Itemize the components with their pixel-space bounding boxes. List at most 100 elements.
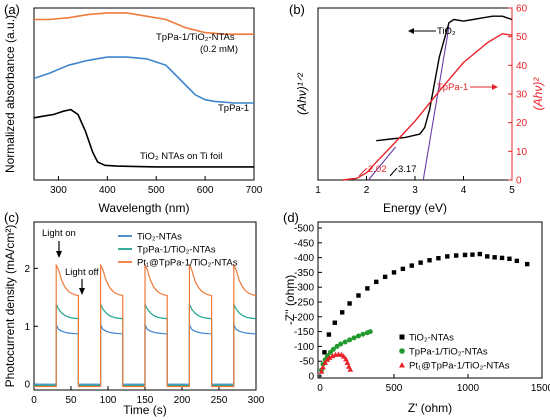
- xtick-a-label-1: 400: [99, 185, 116, 196]
- ytick-d-label-6: -300: [294, 283, 314, 294]
- marker-d-0-15: [445, 254, 450, 259]
- ylabel-b-right: (Ahν)²: [531, 77, 545, 111]
- marker-d-2-11: [344, 359, 351, 365]
- arrowhead-b-tppa: [492, 84, 498, 90]
- series-a: [33, 12, 254, 168]
- legend-d: TiO₂-NTAs TpPa-1/TiO₂-NTAs Pt₁@TpPa-1/TiO₂…: [399, 333, 510, 372]
- xtick-d-label-2: 1000: [457, 383, 480, 394]
- xtick-b-label-4: 5: [509, 185, 515, 196]
- marker-d-0-16: [453, 253, 459, 258]
- marker-d-0-21: [492, 255, 497, 260]
- marker-d-0-5: [356, 293, 361, 298]
- series-d: [318, 251, 530, 374]
- marker-d-2-1: [320, 364, 326, 370]
- ytick-d-label-7: -350: [294, 268, 314, 279]
- xtick-a-label-3: 600: [197, 185, 214, 196]
- legend-d-label-0: TiO₂-NTAs: [409, 333, 454, 344]
- ytick-d-label-5: -250: [294, 298, 314, 309]
- xtick-b-label-2: 3: [412, 185, 418, 196]
- marker-d-1-6: [334, 343, 340, 349]
- series-b-line-0: [376, 15, 513, 142]
- xticks-a: 300 400 500 600 700: [50, 176, 263, 196]
- annot-b-202: 2.02: [368, 164, 387, 175]
- tangent-b-0: [368, 146, 397, 181]
- legend-d-marker-1: [399, 348, 405, 354]
- xtick-c-label-1: 50: [65, 395, 77, 406]
- ytick-d-label-9: -450: [294, 238, 314, 249]
- xlabel-c: Time (s): [123, 403, 167, 417]
- marker-d-2-2: [322, 359, 328, 365]
- ytick-b-right-label-0: 0: [516, 176, 522, 187]
- legend-d-label-2: Pt₁@TpPa-1/TiO₂-NTAs: [409, 361, 510, 372]
- marker-d-0-6: [365, 286, 370, 291]
- panel-c: (c) Photocurrent density (mA/cm²) Time (…: [3, 210, 265, 417]
- arrows-b: [358, 28, 498, 177]
- marker-d-0-20: [485, 254, 490, 259]
- xtick-a-label-0: 300: [50, 185, 67, 196]
- xtick-c-label-2: 100: [100, 395, 117, 406]
- series-c-line-1: [34, 303, 257, 386]
- marker-d-0-2: [332, 320, 337, 325]
- marker-d-1-8: [342, 339, 348, 345]
- marker-d-1-5: [330, 346, 336, 352]
- series-a-line-1: [33, 56, 254, 104]
- pointer-b-317: [389, 167, 398, 177]
- xtick-c-label-4: 200: [174, 395, 191, 406]
- marker-d-0-22: [499, 255, 505, 261]
- label-a-orange: TpPa-1/TiO₂-NTAs: [156, 32, 235, 43]
- xticks-c: 0 50 100 150 200 250 300: [31, 386, 265, 406]
- ytick-d-label-10: -500: [294, 224, 314, 235]
- panel-letter-b: (b): [289, 2, 305, 17]
- marker-d-0-23: [507, 256, 512, 261]
- series-a-line-2: [33, 108, 254, 168]
- marker-d-0-14: [436, 255, 441, 261]
- arrowhead-b-tio2: [408, 28, 414, 34]
- marker-d-0-17: [462, 252, 468, 258]
- marker-d-1-10: [351, 335, 357, 341]
- marker-d-0-7: [374, 279, 379, 285]
- marker-d-0-0: [322, 350, 327, 355]
- ytick-c-label-2: 2: [24, 264, 30, 275]
- tangent-b-1: [422, 26, 450, 181]
- panel-letter-d: (d): [283, 210, 299, 225]
- marker-d-2-4: [326, 354, 333, 360]
- marker-d-0-18: [470, 252, 475, 257]
- series-c-line-0: [34, 323, 257, 385]
- marker-d-2-0: [318, 368, 325, 374]
- ytick-b-right-label-4: 40: [516, 61, 528, 72]
- xtick-c-label-6: 300: [248, 395, 265, 406]
- series-b: [342, 15, 513, 181]
- ytick-b-right-label-5: 50: [516, 32, 528, 43]
- panel-letter-a: (a): [4, 2, 20, 17]
- marker-d-0-12: [418, 260, 423, 265]
- xlabel-b: Energy (eV): [383, 201, 447, 215]
- ytick-b-right-label-3: 30: [516, 90, 528, 101]
- marker-d-0-4: [347, 301, 352, 306]
- xtick-b-label-0: 1: [315, 185, 321, 196]
- legend-d-label-1: TpPa-1/TiO₂-NTAs: [409, 347, 488, 358]
- xticks-b: 1 2 3 4 5: [315, 176, 515, 196]
- marker-d-1-12: [360, 331, 366, 337]
- legend-c-label-1: TpPa-1/TiO₂-NTAs: [137, 245, 216, 256]
- label-b-tio2: TiO₂: [437, 26, 456, 37]
- marker-d-1-7: [338, 341, 344, 347]
- marker-d-0-13: [427, 258, 432, 263]
- marker-d-0-1: [326, 332, 332, 337]
- marker-d-0-19: [477, 251, 483, 257]
- marker-d-2-13: [347, 366, 354, 372]
- ytick-d-label-0: 0: [308, 372, 314, 383]
- ytick-b-right-label-6: 60: [516, 4, 528, 15]
- xtick-a-label-2: 500: [148, 185, 165, 196]
- xlabel-a: Wavelength (nm): [99, 201, 190, 215]
- annot-c-light-on: Light on: [42, 228, 76, 239]
- ylabel-d: -Z'' (ohm): [283, 275, 297, 326]
- annot-c-light-off: Light off: [65, 267, 99, 278]
- xtick-c-label-5: 250: [211, 395, 228, 406]
- ytick-d-label-1: -50: [300, 357, 315, 368]
- marker-d-0-10: [400, 266, 406, 272]
- label-a-orange-conc: (0.2 mM): [200, 44, 238, 55]
- plot-frame-b: [317, 7, 513, 181]
